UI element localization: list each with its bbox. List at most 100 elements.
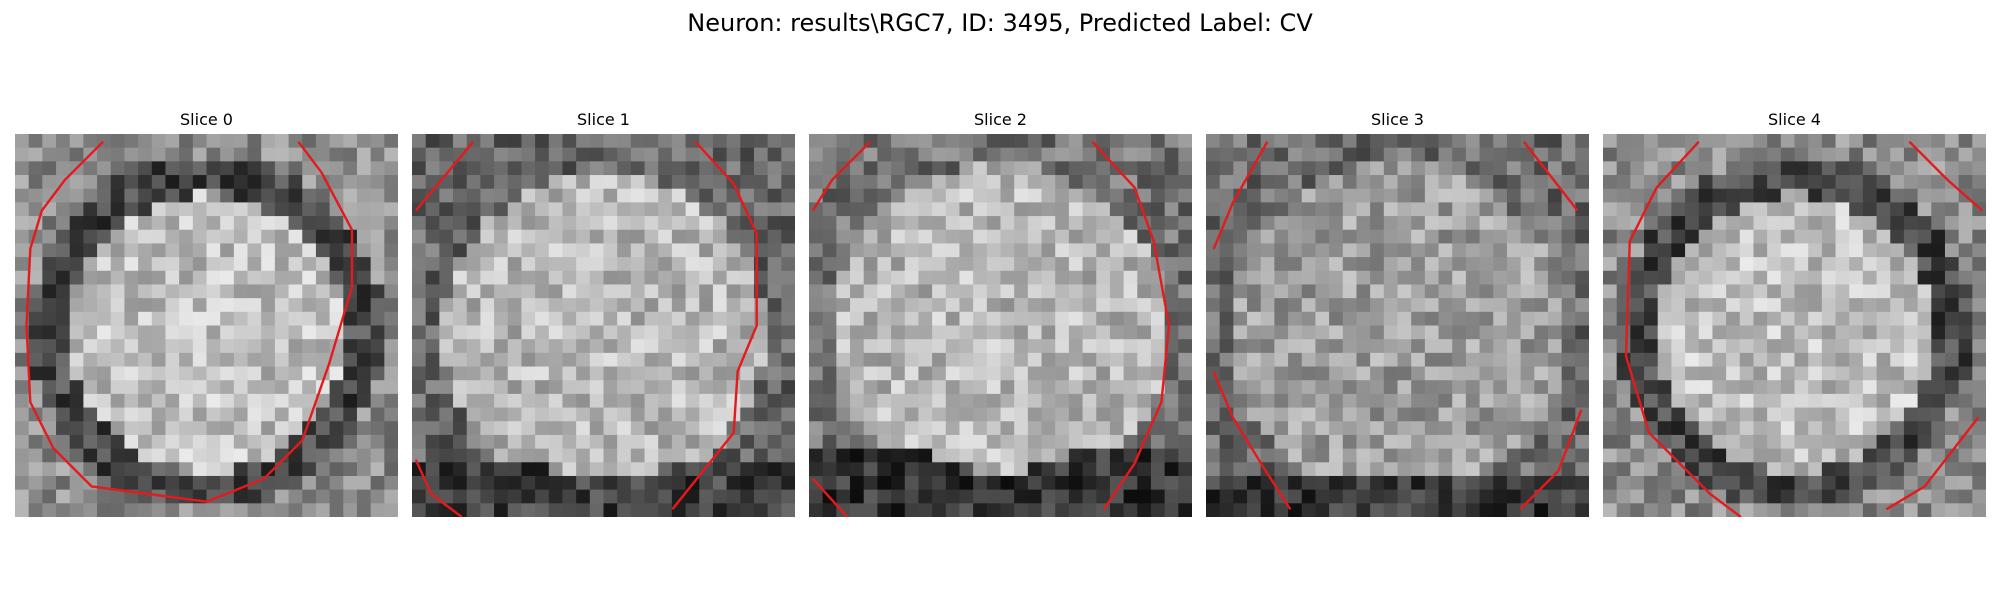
pixel-cell (425, 503, 440, 517)
pixel-cell (124, 339, 139, 354)
pixel-cell (1657, 380, 1672, 395)
pixel-cell (767, 298, 782, 313)
pixel-cell (124, 188, 139, 203)
pixel-cell (822, 134, 837, 149)
pixel-cell (1821, 175, 1837, 190)
pixel-cell (480, 339, 495, 354)
pixel-cell (548, 448, 564, 463)
pixel-cell (1000, 475, 1015, 491)
pixel-cell (1944, 352, 1960, 368)
pixel-cell (1068, 475, 1084, 491)
slice-panel-2: Slice 2 (809, 108, 1192, 517)
pixel-cell (247, 229, 262, 245)
pixel-cell (1657, 284, 1672, 299)
pixel-cell (1712, 161, 1727, 176)
contour-line (671, 140, 758, 511)
pixel-cell (644, 202, 659, 217)
pixel-cell (124, 243, 139, 258)
pixel-cell (809, 257, 824, 272)
pixel-cell (973, 421, 988, 436)
pixel-cell (1712, 134, 1727, 149)
pixel-cell (644, 325, 659, 340)
pixel-cell (1041, 421, 1056, 436)
pixel-cell (412, 352, 427, 368)
pixel-cell (1849, 229, 1864, 245)
pixel-cell (110, 311, 126, 327)
pixel-cell (877, 284, 892, 299)
pixel-cell (494, 298, 509, 313)
pixel-cell (1835, 229, 1850, 245)
pixel-cell (247, 216, 262, 231)
pixel-cell (850, 298, 865, 313)
pixel-cell (439, 298, 454, 313)
pixel-cell (1342, 448, 1358, 463)
pixel-cell (1726, 270, 1741, 286)
pixel-cell (576, 202, 591, 217)
pixel-cell (179, 188, 194, 203)
pixel-cell (233, 202, 249, 217)
pixel-cell (1862, 380, 1878, 395)
pixel-cell (1630, 503, 1645, 517)
pixel-cell (110, 188, 126, 203)
pixel-cell (56, 147, 71, 162)
pixel-cell (589, 489, 605, 504)
pixel-cell (1862, 434, 1878, 450)
pixel-cell (1849, 175, 1864, 190)
pixel-cell (56, 161, 71, 176)
pixel-cell (302, 175, 317, 190)
pixel-cell (1506, 216, 1522, 231)
pixel-cell (850, 134, 865, 149)
pixel-cell (179, 325, 194, 340)
pixel-cell (1233, 448, 1248, 463)
pixel-cell (110, 393, 126, 409)
pixel-cell (1685, 339, 1700, 354)
pixel-cell (1370, 475, 1385, 491)
pixel-cell (1972, 475, 1986, 491)
pixel-cell (836, 216, 851, 231)
pixel-cell (809, 407, 824, 422)
pixel-cell (589, 407, 605, 422)
pixel-cell (233, 393, 249, 409)
pixel-cell (836, 311, 851, 327)
pixel-cell (1219, 339, 1234, 354)
pixel-cell (1000, 298, 1015, 313)
pixel-cell (1835, 489, 1850, 504)
pixel-cell (138, 147, 153, 162)
pixel-cell (370, 298, 385, 313)
pixel-cell (1247, 325, 1262, 340)
pixel-cell (1890, 270, 1905, 286)
pixel-cell (589, 325, 605, 340)
pixel-cell (151, 503, 167, 517)
pixel-cell (1479, 202, 1494, 217)
pixel-cell (918, 257, 933, 272)
pixel-cell (1329, 147, 1344, 162)
pixel-cell (1014, 489, 1029, 504)
pixel-cell (1329, 489, 1344, 504)
pixel-cell (1397, 325, 1412, 340)
pixel-cell (1260, 202, 1275, 217)
pixel-cell (1370, 434, 1385, 450)
pixel-cell (1315, 489, 1330, 504)
pixel-cell (1671, 339, 1686, 354)
pixel-cell (1520, 134, 1535, 149)
pixel-cell (850, 257, 865, 272)
pixel-cell (1575, 243, 1589, 258)
pixel-cell (959, 380, 974, 395)
pixel-cell (1479, 448, 1494, 463)
pixel-cell (1944, 257, 1960, 272)
pixel-cell (179, 311, 194, 327)
pixel-cell (97, 448, 112, 463)
pixel-cell (1411, 407, 1426, 422)
pixel-cell (1411, 421, 1426, 436)
pixel-cell (1438, 339, 1453, 354)
pixel-cell (274, 161, 290, 176)
pixel-cell (658, 284, 673, 299)
pixel-cell (1534, 311, 1549, 327)
pixel-cell (384, 421, 398, 436)
pixel-cell (1123, 421, 1138, 436)
pixel-cell (1260, 421, 1275, 436)
pixel-cell (439, 202, 454, 217)
pixel-cell (1944, 229, 1960, 245)
pixel-cell (1096, 202, 1111, 217)
pixel-cell (83, 393, 98, 409)
